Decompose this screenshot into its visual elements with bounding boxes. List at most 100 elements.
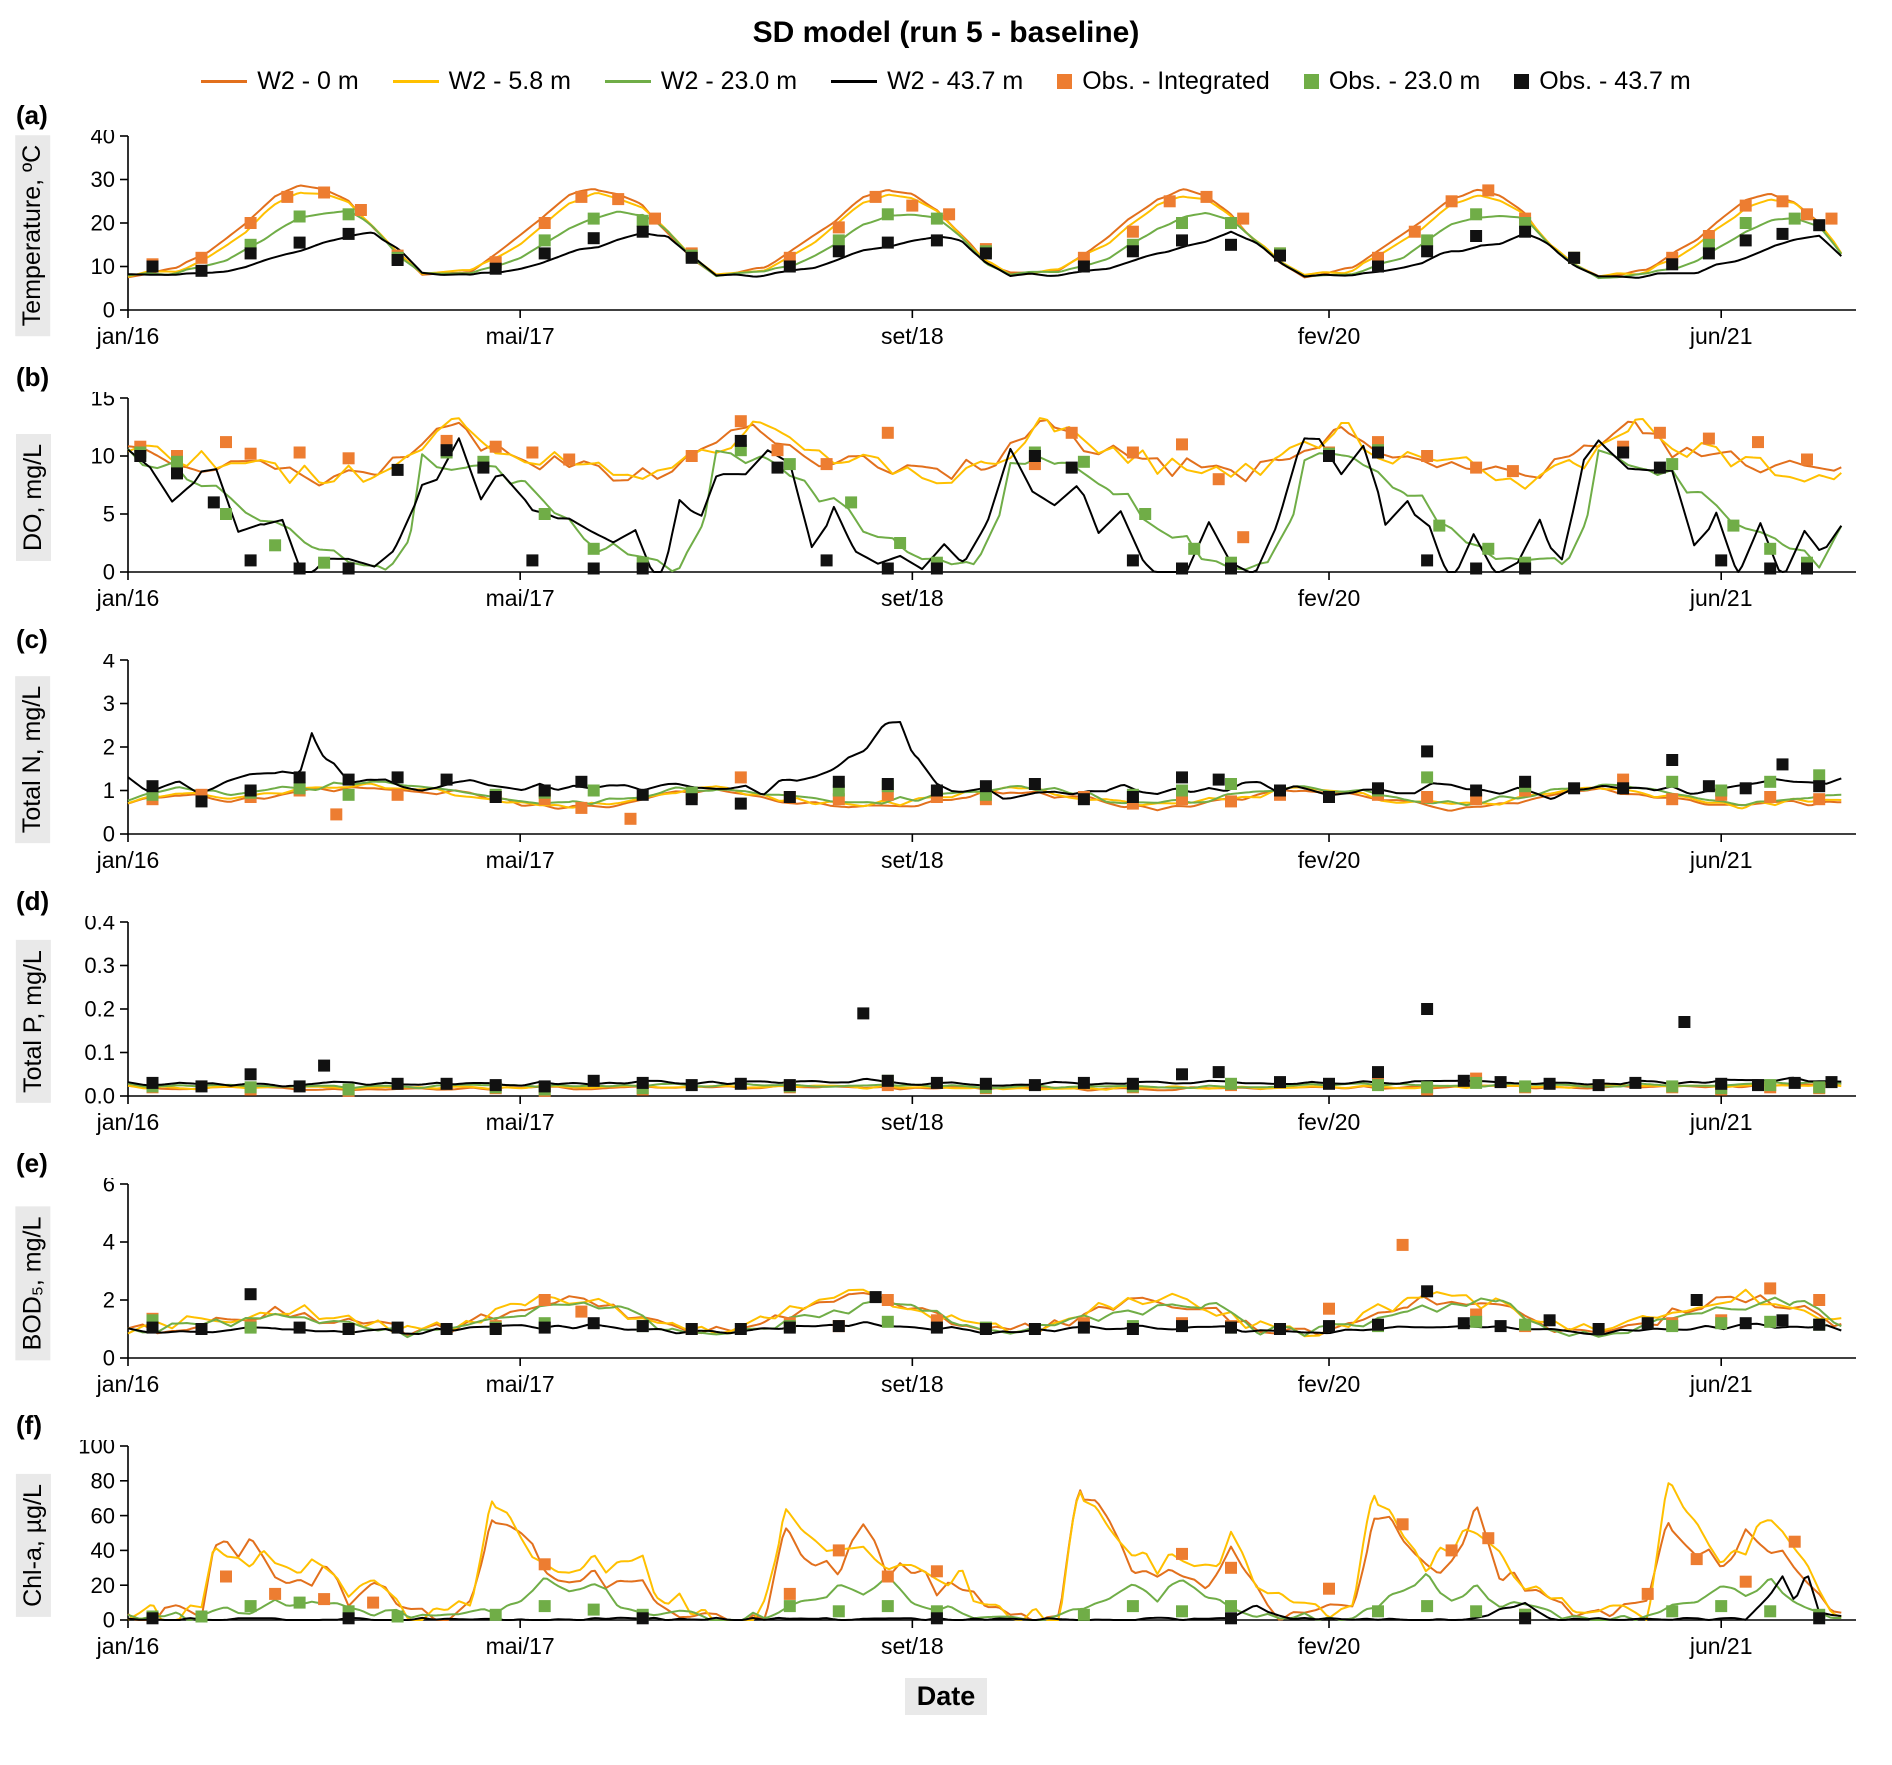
legend-label: W2 - 5.8 m bbox=[448, 66, 571, 95]
legend-item-w2-23m: W2 - 23.0 m bbox=[604, 66, 798, 96]
svg-text:set/18: set/18 bbox=[881, 323, 944, 349]
svg-text:0.2: 0.2 bbox=[84, 997, 115, 1022]
chla-plot: 0 20 40 60 80 100 jan/16 mai/17 set/18 fev/20 jun/… bbox=[78, 1440, 1856, 1659]
svg-text:mai/17: mai/17 bbox=[486, 1633, 555, 1659]
svg-text:20: 20 bbox=[91, 1573, 115, 1598]
line-swatch-icon bbox=[392, 79, 439, 83]
x-axis-title-row: Date bbox=[0, 1678, 1892, 1715]
panel-b-do: (b) DO, mg/L 0 5 10 15 jan/16 mai/17 set/18 fev… bbox=[0, 362, 1892, 628]
legend-label: W2 - 23.0 m bbox=[660, 66, 798, 95]
svg-text:5: 5 bbox=[103, 502, 115, 527]
legend: W2 - 0 m W2 - 5.8 m W2 - 23.0 m W2 - 43.… bbox=[0, 60, 1892, 102]
svg-text:3: 3 bbox=[103, 691, 115, 716]
svg-text:0: 0 bbox=[103, 1346, 115, 1371]
svg-text:mai/17: mai/17 bbox=[486, 1109, 555, 1135]
total-p-plot: 0.0 0.1 0.2 0.3 0.4 jan/16 mai/17 set/18 fev/20 j… bbox=[84, 916, 1856, 1135]
svg-text:20: 20 bbox=[91, 211, 115, 236]
svg-text:jun/21: jun/21 bbox=[1689, 1109, 1753, 1135]
svg-text:fev/20: fev/20 bbox=[1298, 1371, 1361, 1397]
svg-text:jan/16: jan/16 bbox=[96, 847, 160, 873]
panel-c-total-n: (c) Total N, mg/L 0 1 2 3 4 jan/16 mai/17 set/1… bbox=[0, 624, 1892, 890]
svg-text:mai/17: mai/17 bbox=[486, 847, 555, 873]
svg-text:30: 30 bbox=[91, 167, 115, 192]
figure: SD model (run 5 - baseline) W2 - 0 m W2 … bbox=[0, 16, 1892, 1715]
svg-text:fev/20: fev/20 bbox=[1298, 847, 1361, 873]
svg-text:set/18: set/18 bbox=[881, 585, 944, 611]
svg-text:jan/16: jan/16 bbox=[96, 1109, 160, 1135]
svg-text:fev/20: fev/20 bbox=[1298, 1633, 1361, 1659]
legend-item-w2-43-7m: W2 - 43.7 m bbox=[831, 67, 1023, 96]
panel-letter: (b) bbox=[16, 362, 50, 392]
panel-letter: (e) bbox=[16, 1148, 48, 1178]
legend-item-w2-0m: W2 - 0 m bbox=[201, 66, 359, 96]
svg-text:jun/21: jun/21 bbox=[1689, 323, 1753, 349]
svg-text:0: 0 bbox=[103, 560, 115, 585]
line-swatch-icon bbox=[604, 79, 651, 83]
svg-text:0.1: 0.1 bbox=[84, 1040, 115, 1065]
panel-letter: (a) bbox=[16, 100, 48, 130]
svg-text:15: 15 bbox=[91, 392, 115, 411]
svg-text:jun/21: jun/21 bbox=[1689, 1633, 1753, 1659]
square-marker-icon bbox=[1303, 73, 1319, 89]
bod5-plot: 0 2 4 6 jan/16 mai/17 set/18 fev/20 jun/21 bbox=[96, 1178, 1856, 1397]
panel-a-temperature: (a) Temperature, ºC 0 10 20 30 40 jan/16 mai/1… bbox=[0, 100, 1892, 366]
svg-text:4: 4 bbox=[103, 654, 115, 673]
svg-text:fev/20: fev/20 bbox=[1298, 323, 1361, 349]
svg-text:40: 40 bbox=[91, 1538, 115, 1563]
legend-label: W2 - 43.7 m bbox=[887, 66, 1024, 95]
svg-text:0: 0 bbox=[103, 822, 115, 847]
svg-text:4: 4 bbox=[103, 1230, 115, 1255]
svg-text:fev/20: fev/20 bbox=[1298, 1109, 1361, 1135]
legend-label: W2 - 0 m bbox=[257, 66, 359, 95]
square-marker-icon bbox=[1514, 73, 1530, 89]
panel-letter: (f) bbox=[16, 1410, 42, 1440]
svg-text:jan/16: jan/16 bbox=[96, 1633, 160, 1659]
svg-text:mai/17: mai/17 bbox=[486, 323, 555, 349]
temperature-plot: 0 10 20 30 40 jan/16 mai/17 set/18 fev/20 jun/21 bbox=[91, 130, 1856, 349]
line-swatch-icon bbox=[201, 79, 248, 83]
panel-e-bod5: (e) BOD₅, mg/L 0 2 4 6 jan/16 mai/17 set/18 fev… bbox=[0, 1148, 1892, 1414]
svg-text:2: 2 bbox=[103, 1288, 115, 1313]
svg-text:100: 100 bbox=[78, 1440, 115, 1459]
svg-text:80: 80 bbox=[91, 1469, 115, 1494]
svg-text:60: 60 bbox=[91, 1503, 115, 1528]
panel-f-chla: (f) Chl-a, µg/L 0 20 40 60 80 100 jan/16 mai/17… bbox=[0, 1410, 1892, 1676]
legend-item-obs-43-7m: Obs. - 43.7 m bbox=[1514, 66, 1691, 96]
panel-d-total-p: (d) Total P, mg/L 0.0 0.1 0.2 0.3 0.4 jan/16 m… bbox=[0, 886, 1892, 1152]
svg-text:10: 10 bbox=[91, 444, 115, 469]
panel-letter: (d) bbox=[16, 886, 50, 916]
svg-text:2: 2 bbox=[103, 735, 115, 760]
svg-text:jun/21: jun/21 bbox=[1689, 585, 1753, 611]
svg-text:set/18: set/18 bbox=[881, 1371, 944, 1397]
svg-text:jan/16: jan/16 bbox=[96, 323, 160, 349]
svg-text:jan/16: jan/16 bbox=[96, 585, 160, 611]
x-axis-label: Date bbox=[904, 1678, 988, 1715]
svg-text:10: 10 bbox=[91, 254, 115, 279]
svg-text:6: 6 bbox=[103, 1178, 115, 1197]
svg-text:mai/17: mai/17 bbox=[486, 1371, 555, 1397]
svg-text:set/18: set/18 bbox=[881, 847, 944, 873]
svg-text:0.3: 0.3 bbox=[84, 953, 115, 978]
legend-item-w2-5-8m: W2 - 5.8 m bbox=[392, 66, 571, 96]
line-swatch-icon bbox=[831, 79, 878, 83]
svg-text:mai/17: mai/17 bbox=[486, 585, 555, 611]
legend-item-obs-integrated: Obs. - Integrated bbox=[1057, 67, 1270, 96]
square-marker-icon bbox=[1057, 73, 1073, 89]
panel-letter: (c) bbox=[16, 624, 48, 654]
svg-text:set/18: set/18 bbox=[881, 1109, 944, 1135]
do-plot: 0 5 10 15 jan/16 mai/17 set/18 fev/20 jun/21 bbox=[91, 392, 1856, 611]
svg-text:0: 0 bbox=[103, 1608, 115, 1633]
svg-text:jun/21: jun/21 bbox=[1689, 1371, 1753, 1397]
svg-text:0.0: 0.0 bbox=[84, 1084, 115, 1109]
svg-text:0.4: 0.4 bbox=[84, 916, 115, 935]
legend-label: Obs. - Integrated bbox=[1082, 66, 1270, 95]
svg-text:40: 40 bbox=[91, 130, 115, 149]
figure-title: SD model (run 5 - baseline) bbox=[752, 16, 1140, 49]
svg-text:fev/20: fev/20 bbox=[1298, 585, 1361, 611]
svg-text:0: 0 bbox=[103, 298, 115, 323]
svg-text:set/18: set/18 bbox=[881, 1633, 944, 1659]
svg-text:jan/16: jan/16 bbox=[96, 1371, 160, 1397]
legend-item-obs-23m: Obs. - 23.0 m bbox=[1303, 67, 1480, 96]
legend-label: Obs. - 43.7 m bbox=[1539, 66, 1691, 95]
total-n-plot: 0 1 2 3 4 jan/16 mai/17 set/18 fev/20 jun/21 bbox=[96, 654, 1856, 873]
